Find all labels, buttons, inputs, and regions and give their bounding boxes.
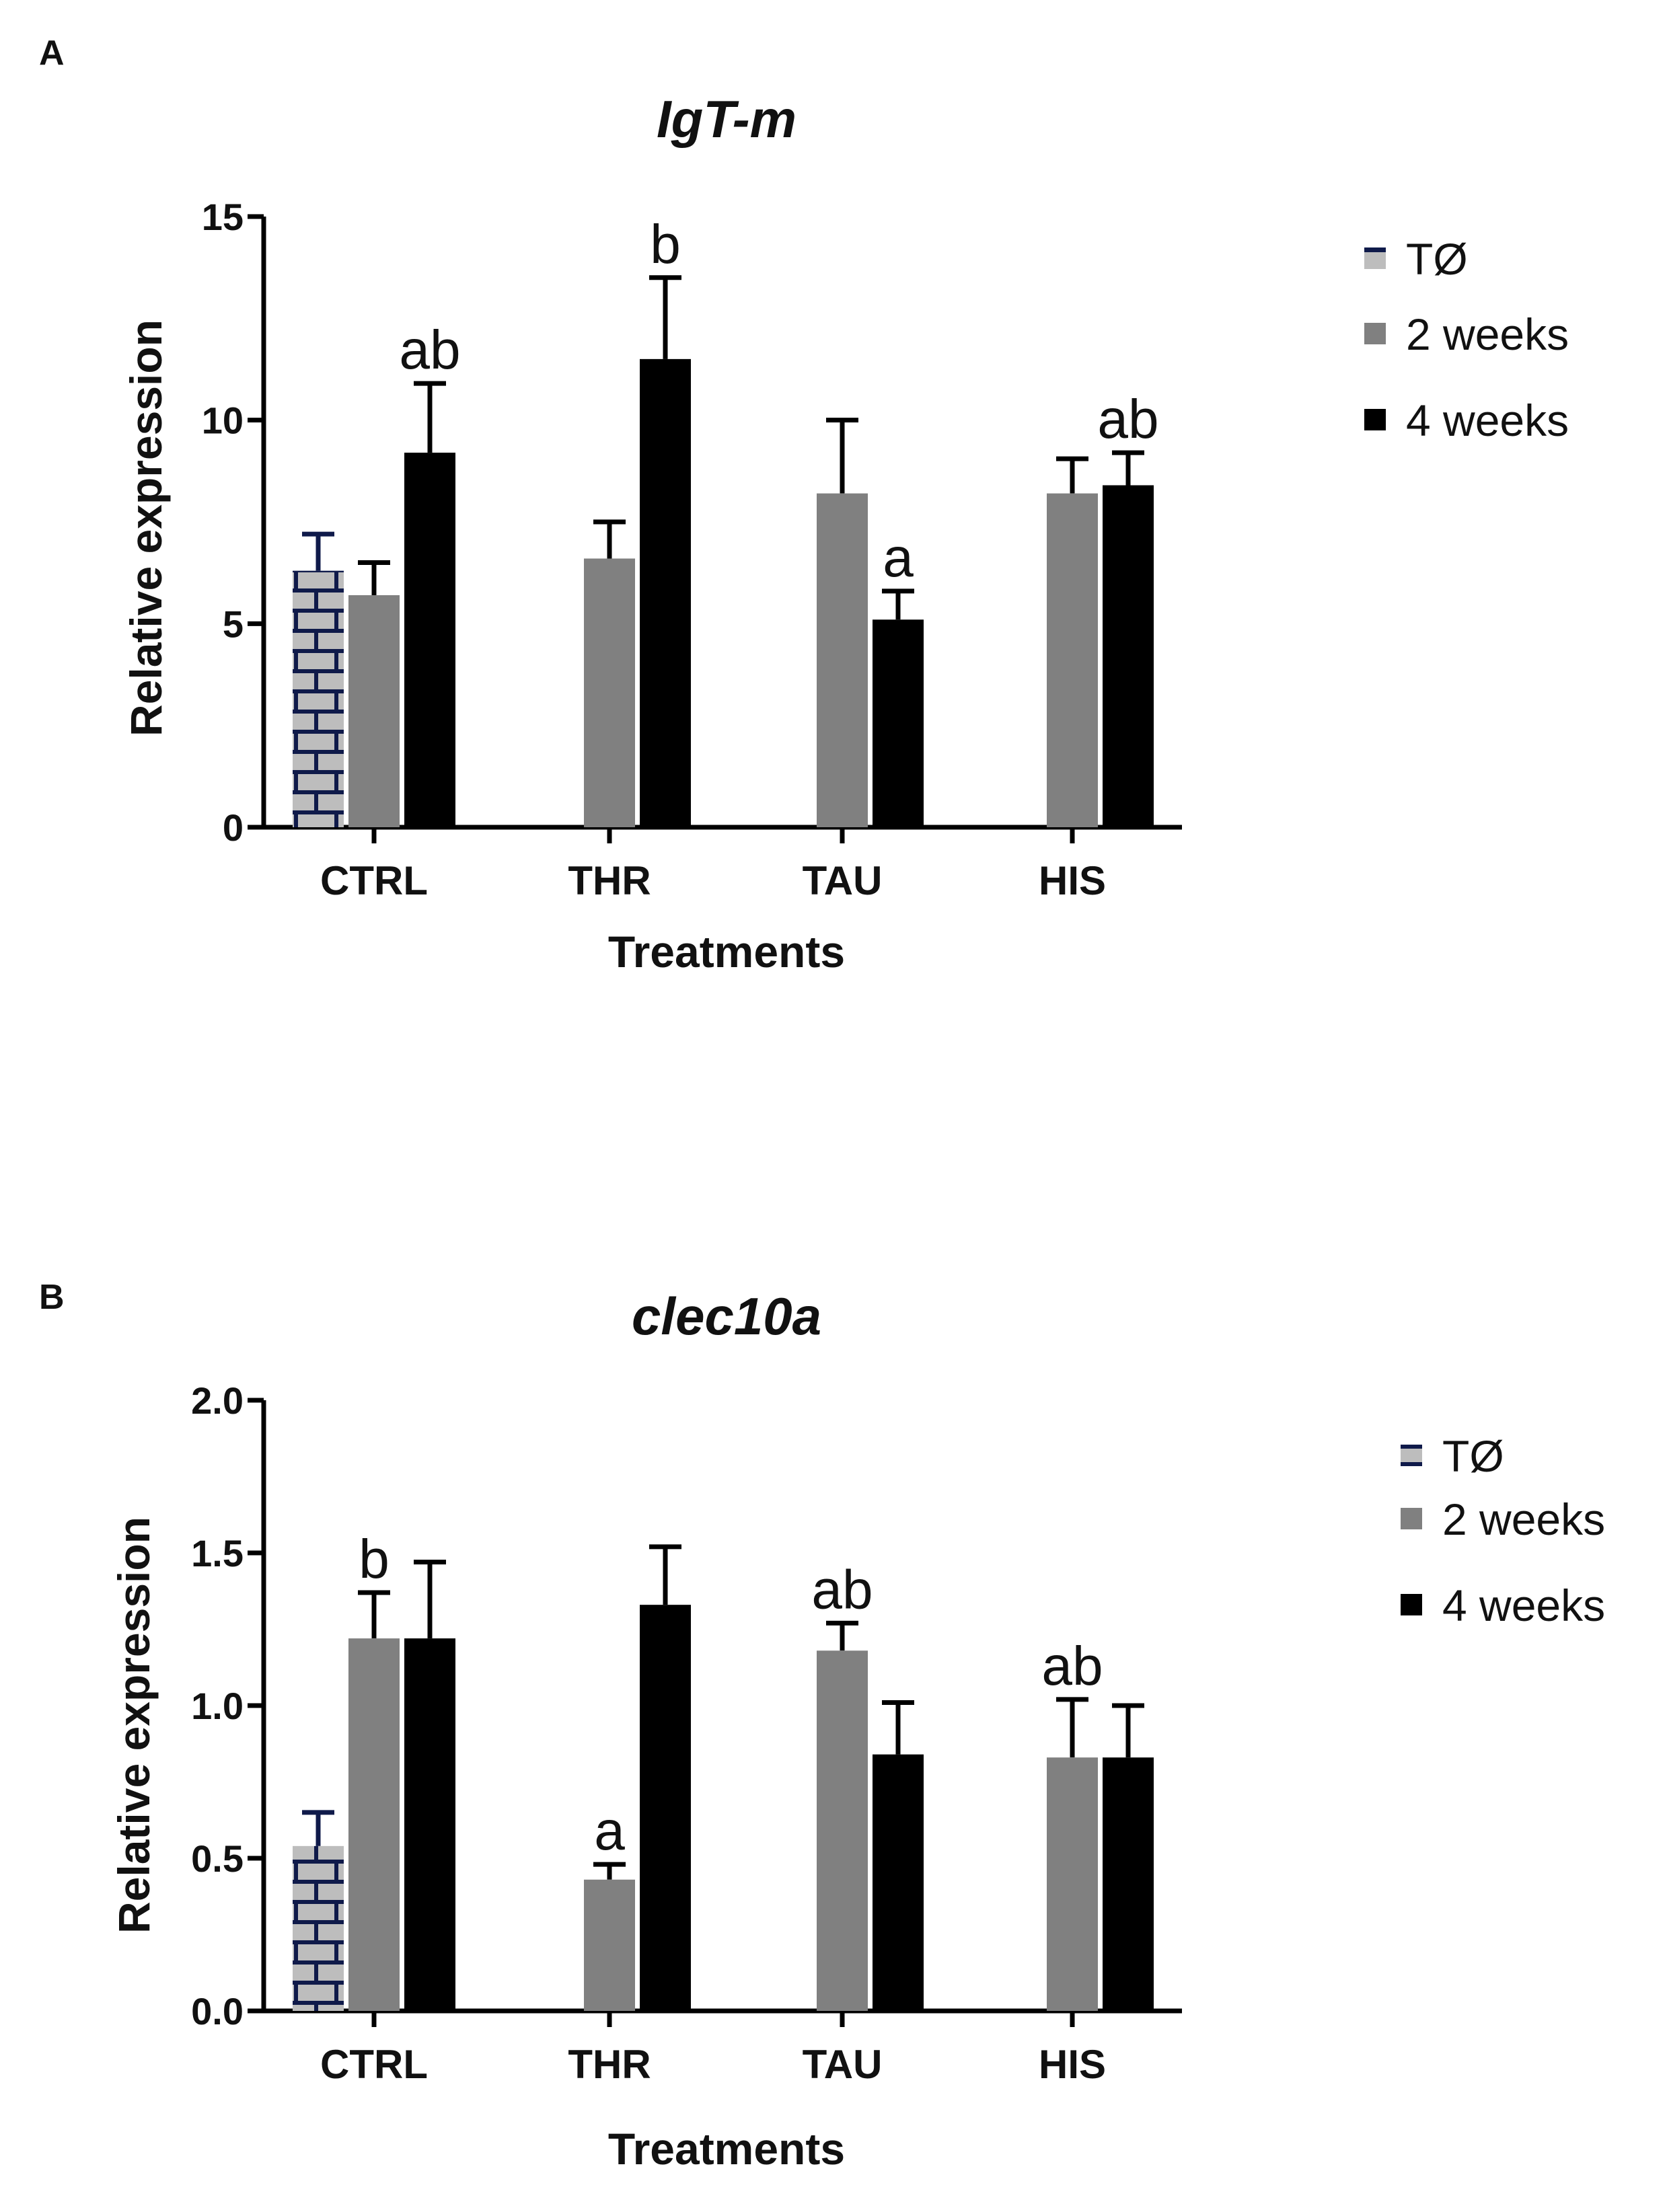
legend-item-t0: TØ xyxy=(1401,1431,1504,1481)
x-tick-label-thr: THR xyxy=(568,2042,651,2087)
legend: TØ 2 weeks 4 weeks xyxy=(1364,234,1569,445)
bar-4-weeks-tau xyxy=(873,1754,924,2011)
legend-item-4-weeks: 4 weeks xyxy=(1364,395,1569,445)
bar-2-weeks-his xyxy=(1047,493,1098,827)
bar-4-weeks-ctrl xyxy=(404,453,455,827)
y-tick-label: 15 xyxy=(202,196,244,238)
x-axis-label: Treatments xyxy=(608,927,845,977)
bar-4-weeks-his xyxy=(1103,1757,1154,2011)
plot-area: 0 5 10 15 CTRL THR TAU HIS ab b a ab xyxy=(202,196,1182,903)
legend-item-4-weeks: 4 weeks xyxy=(1401,1580,1605,1630)
legend-swatch-t0-pattern-bottom xyxy=(1401,1462,1422,1466)
legend-item-2-weeks: 2 weeks xyxy=(1364,309,1569,359)
legend-swatch-2-weeks xyxy=(1401,1508,1422,1529)
y-tick-label: 10 xyxy=(202,399,244,442)
x-tick-label-his: HIS xyxy=(1039,858,1106,903)
bar-t0-ctrl xyxy=(293,570,344,827)
legend-label-2-weeks: 2 weeks xyxy=(1406,309,1569,359)
bar-4-weeks-ctrl xyxy=(404,1638,455,2011)
bar-2-weeks-ctrl xyxy=(348,595,400,827)
y-tick-label: 1.5 xyxy=(191,1532,244,1574)
y-tick-label: 5 xyxy=(223,603,244,645)
significance-label-2-weeks-ctrl: b xyxy=(359,1529,390,1590)
x-tick-label-thr: THR xyxy=(568,858,651,903)
x-tick-label-his: HIS xyxy=(1039,2042,1106,2087)
panel-b: B clec10a Relative expression Treatments… xyxy=(39,1278,1605,2174)
chart-title: clec10a xyxy=(632,1287,821,1346)
bar-2-weeks-tau xyxy=(817,493,868,827)
legend: TØ 2 weeks 4 weeks xyxy=(1401,1431,1605,1630)
significance-label-4-weeks-thr: b xyxy=(650,214,681,275)
legend-swatch-2-weeks xyxy=(1364,323,1386,344)
x-tick-label-ctrl: CTRL xyxy=(320,2042,428,2087)
bar-2-weeks-tau xyxy=(817,1650,868,2011)
bar-2-weeks-thr xyxy=(584,558,635,827)
x-tick-label-tau: TAU xyxy=(803,858,883,903)
legend-label-t0: TØ xyxy=(1406,234,1468,284)
chart-title: IgT-m xyxy=(657,89,797,149)
y-tick-label: 0 xyxy=(223,806,244,849)
bar-4-weeks-thr xyxy=(640,1605,691,2011)
legend-label-4-weeks: 4 weeks xyxy=(1442,1580,1605,1630)
legend-label-2-weeks: 2 weeks xyxy=(1442,1494,1605,1544)
y-axis-label: Relative expression xyxy=(121,319,171,736)
legend-swatch-t0-pattern-top xyxy=(1401,1445,1422,1449)
legend-item-t0: TØ xyxy=(1364,234,1468,284)
legend-label-4-weeks: 4 weeks xyxy=(1406,395,1569,445)
legend-swatch-4-weeks xyxy=(1364,409,1386,430)
significance-label-4-weeks-tau: a xyxy=(883,527,914,588)
significance-label-2-weeks-thr: a xyxy=(594,1800,625,1862)
panel-label: A xyxy=(39,34,65,73)
y-tick-label: 0.5 xyxy=(191,1837,244,1880)
legend-swatch-t0-pattern xyxy=(1364,247,1386,252)
legend-label-t0: TØ xyxy=(1442,1431,1504,1481)
bar-4-weeks-his xyxy=(1103,485,1154,827)
plot-area: 0.0 0.5 1.0 1.5 2.0 CTRL THR TAU HIS b a ab ab xyxy=(191,1379,1182,2087)
bar-t0-ctrl xyxy=(293,1845,344,2011)
legend-swatch-4-weeks xyxy=(1401,1594,1422,1615)
x-tick-label-ctrl: CTRL xyxy=(320,858,428,903)
panel-a: A IgT-m Relative expression Treatments 0… xyxy=(39,34,1569,977)
significance-label-2-weeks-tau: ab xyxy=(811,1559,873,1620)
bar-4-weeks-tau xyxy=(873,619,924,827)
bar-2-weeks-ctrl xyxy=(348,1638,400,2011)
y-tick-label: 0.0 xyxy=(191,1990,244,2032)
y-axis-label: Relative expression xyxy=(109,1517,159,1934)
legend-item-2-weeks: 2 weeks xyxy=(1401,1494,1605,1544)
y-tick-label: 1.0 xyxy=(191,1685,244,1727)
bar-2-weeks-thr xyxy=(584,1879,635,2011)
significance-label-4-weeks-his: ab xyxy=(1097,389,1158,450)
x-axis-label: Treatments xyxy=(608,2124,845,2174)
bar-2-weeks-his xyxy=(1047,1757,1098,2011)
x-tick-label-tau: TAU xyxy=(803,2042,883,2087)
y-tick-label: 2.0 xyxy=(191,1379,244,1422)
bar-4-weeks-thr xyxy=(640,358,691,827)
panel-label: B xyxy=(39,1278,65,1317)
significance-label-4-weeks-ctrl: ab xyxy=(399,319,460,381)
significance-label-2-weeks-his: ab xyxy=(1041,1636,1103,1697)
